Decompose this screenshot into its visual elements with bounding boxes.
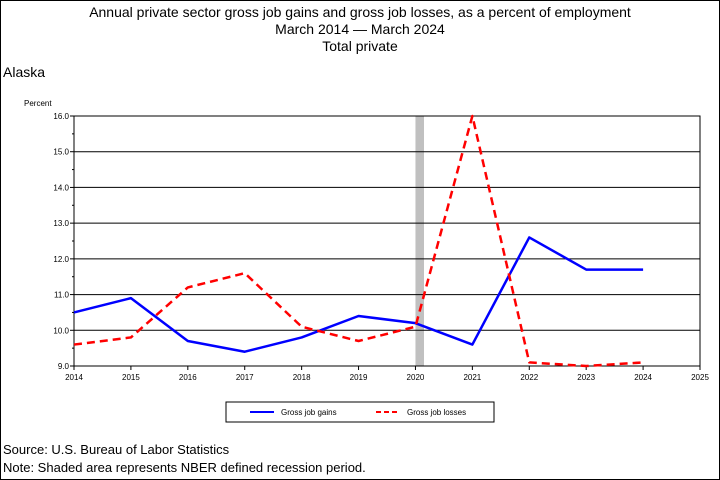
series-line-1 [73, 114, 644, 368]
recession-note: Note: Shaded area represents NBER define… [3, 460, 366, 475]
title-line-1: Annual private sector gross job gains an… [89, 4, 631, 20]
x-tick-label-10: 2024 [634, 373, 652, 382]
legend-label-1: Gross job losses [407, 408, 466, 417]
recession-band [415, 116, 424, 366]
x-tick-label-3: 2017 [236, 373, 254, 382]
y-tick-label-2: 11.0 [54, 291, 70, 300]
x-tick-label-4: 2018 [293, 373, 311, 382]
x-tick-label-7: 2021 [463, 373, 481, 382]
plot-border [73, 115, 701, 367]
y-tick-label-3: 12.0 [53, 255, 69, 264]
title-line-2: March 2014 — March 2024 [275, 21, 445, 37]
y-tick-label-6: 15.0 [53, 148, 69, 157]
legend-box [225, 401, 495, 423]
chart-title: Annual private sector gross job gains an… [0, 4, 720, 55]
y-axis-label: Percent [24, 99, 52, 108]
y-tick-label-1: 10.0 [53, 326, 69, 335]
y-tick-label-0: 9.0 [58, 362, 70, 371]
x-tick-label-9: 2023 [577, 373, 595, 382]
y-tick-label-7: 16.0 [53, 112, 69, 121]
x-tick-label-8: 2022 [520, 373, 538, 382]
title-line-3: Total private [322, 38, 398, 54]
x-tick-label-6: 2020 [407, 373, 425, 382]
state-label: Alaska [3, 64, 46, 80]
y-tick-label-4: 13.0 [53, 219, 69, 228]
x-tick-label-2: 2016 [179, 373, 197, 382]
x-tick-label-5: 2019 [350, 373, 368, 382]
source-note: Source: U.S. Bureau of Labor Statistics [3, 442, 230, 457]
y-tick-label-5: 14.0 [53, 183, 69, 192]
legend-label-0: Gross job gains [281, 408, 337, 417]
x-tick-label-1: 2015 [122, 373, 140, 382]
series-line-0 [73, 236, 644, 353]
x-tick-label-0: 2014 [65, 373, 83, 382]
x-tick-label-11: 2025 [691, 373, 709, 382]
